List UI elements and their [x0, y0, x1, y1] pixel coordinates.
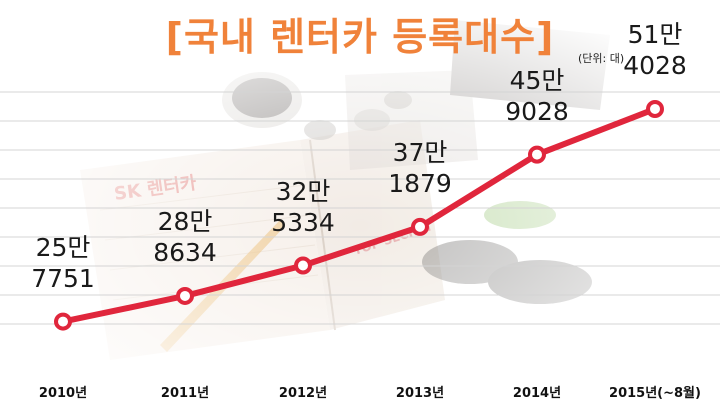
data-point: [54, 312, 72, 331]
data-point: [528, 145, 546, 164]
data-point: [294, 256, 312, 275]
gridlines: [0, 91, 720, 325]
data-label-top: 32만: [275, 176, 331, 206]
data-label-top: 37만: [392, 137, 448, 167]
series-line-group: [54, 99, 664, 331]
chart-title: [국내 렌터카 등록대수]: [165, 15, 555, 59]
data-label-bottom: 1879: [388, 168, 452, 198]
data-label: 37만 1879: [388, 137, 452, 199]
series-line: [62, 106, 657, 325]
data-label-bottom: 4028: [623, 50, 687, 80]
data-point: [646, 99, 664, 118]
data-label: 32만 5334: [271, 176, 335, 238]
data-label: 51만 4028: [623, 19, 687, 81]
data-label-bottom: 5334: [271, 207, 335, 237]
data-label-top: 51만: [627, 19, 683, 49]
data-label-top: 25만: [35, 232, 91, 262]
unit-note: (단위: 대): [578, 52, 625, 65]
data-label-top: 28만: [157, 206, 213, 236]
data-label: 25만 7751: [31, 232, 95, 294]
data-label-bottom: 7751: [31, 263, 95, 293]
x-tick-label: 2015년(~8월): [609, 386, 701, 401]
data-point: [176, 286, 194, 305]
data-point: [411, 217, 429, 236]
x-tick-label: 2012년: [278, 386, 328, 401]
data-label-bottom: 9028: [505, 96, 569, 126]
data-label: 28만 8634: [153, 206, 217, 268]
x-tick-label: 2011년: [160, 386, 210, 401]
x-tick-label: 2013년: [395, 386, 445, 401]
x-tick-label: 2014년: [512, 386, 562, 401]
data-label-top: 45만: [509, 65, 565, 95]
data-label: 45만 9028: [505, 65, 569, 127]
x-tick-label: 2010년: [38, 386, 88, 401]
data-label-bottom: 8634: [153, 237, 217, 267]
